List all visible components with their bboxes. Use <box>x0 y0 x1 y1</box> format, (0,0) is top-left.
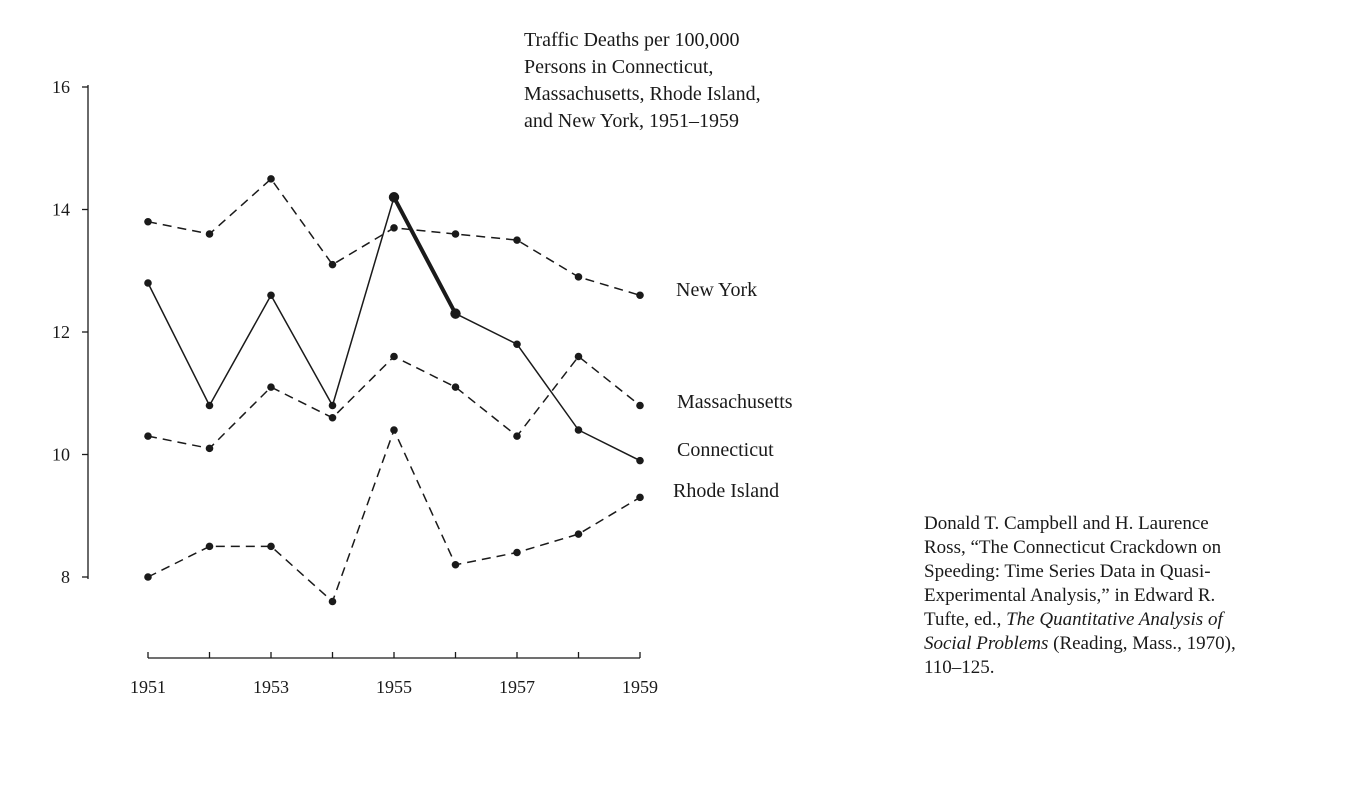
series-label: New York <box>676 279 757 301</box>
x-tick-label: 1957 <box>499 677 535 697</box>
data-point <box>636 291 644 300</box>
data-point <box>328 260 337 269</box>
source-line: Tufte, ed., The Quantitative Analysis of <box>924 608 1344 632</box>
source-line: Experimental Analysis,” in Edward R. <box>924 585 1216 606</box>
source-line: Speeding: Time Series Data in Quasi- <box>924 561 1211 582</box>
source-note: Donald T. Campbell and H. Laurence Ross,… <box>924 512 1344 680</box>
data-point <box>636 401 644 410</box>
series-lines <box>147 178 641 603</box>
x-tick-label: 1955 <box>376 677 412 697</box>
axes: 8 10 12 14 16 1951 1953 1955 1957 1959 <box>52 77 658 697</box>
chart-title-line: Persons in Connecticut, <box>524 56 714 78</box>
data-point <box>328 401 337 410</box>
series-label: Connecticut <box>677 439 774 461</box>
data-point <box>267 291 275 300</box>
source-line: Donald T. Campbell and H. Laurence <box>924 513 1209 534</box>
data-point <box>328 413 337 422</box>
chart-title-line: Traffic Deaths per 100,000 <box>524 29 740 51</box>
x-tick-label: 1953 <box>253 677 289 697</box>
series-line <box>147 429 641 603</box>
data-point <box>144 573 152 581</box>
data-point <box>388 192 400 203</box>
data-point <box>574 352 583 361</box>
data-point <box>144 432 152 440</box>
data-point <box>390 426 398 434</box>
y-tick-label: 10 <box>52 445 70 465</box>
series-points <box>144 175 644 606</box>
data-point <box>144 217 152 226</box>
data-point <box>144 279 152 287</box>
series-line <box>147 355 641 450</box>
y-tick-label: 12 <box>52 322 70 342</box>
chart-title-line: and New York, 1951–1959 <box>524 110 739 132</box>
series-label: Massachusetts <box>677 391 793 413</box>
data-point <box>450 308 461 319</box>
y-tick-label: 16 <box>52 77 70 97</box>
source-book-title: The Quantitative Analysis of <box>1006 609 1223 630</box>
data-point <box>513 432 521 440</box>
source-book-title: Social Problems <box>924 633 1049 654</box>
source-line: Ross, “The Connecticut Crackdown on <box>924 537 1222 558</box>
y-tick-label: 14 <box>52 200 70 220</box>
data-point <box>390 352 398 361</box>
data-point <box>574 426 583 434</box>
data-point <box>636 456 644 465</box>
data-point <box>451 383 460 391</box>
series-line <box>147 196 641 462</box>
chart-title: Traffic Deaths per 100,000 Persons in Co… <box>524 27 844 135</box>
data-point <box>267 175 275 183</box>
series-label: Rhode Island <box>673 480 779 502</box>
data-point <box>574 273 583 281</box>
data-point <box>267 542 275 551</box>
data-point <box>574 530 583 538</box>
data-point <box>205 401 214 410</box>
data-point <box>513 548 521 557</box>
data-point <box>205 444 214 453</box>
data-point <box>451 230 460 238</box>
series-labels: New York Massachusetts Connecticut Rhode Is… <box>673 279 793 502</box>
data-point <box>205 230 214 238</box>
y-tick-label: 8 <box>61 567 70 587</box>
data-point <box>328 597 337 606</box>
data-point <box>267 383 275 391</box>
x-tick-label: 1959 <box>622 677 658 697</box>
source-text: (Reading, Mass., 1970), <box>1048 633 1236 654</box>
chart-title-line: Massachusetts, Rhode Island, <box>524 83 761 105</box>
x-tick-label: 1951 <box>130 677 166 697</box>
data-point <box>205 542 214 551</box>
data-point <box>513 340 521 349</box>
source-text: Tufte, ed., <box>924 609 1007 630</box>
data-point <box>390 224 398 232</box>
source-line: 110–125. <box>924 657 995 678</box>
data-point <box>513 236 521 244</box>
data-point <box>636 493 644 502</box>
emphasis-segment <box>392 195 458 316</box>
source-line: Social Problems (Reading, Mass., 1970), <box>924 632 1344 656</box>
data-point <box>451 560 460 569</box>
